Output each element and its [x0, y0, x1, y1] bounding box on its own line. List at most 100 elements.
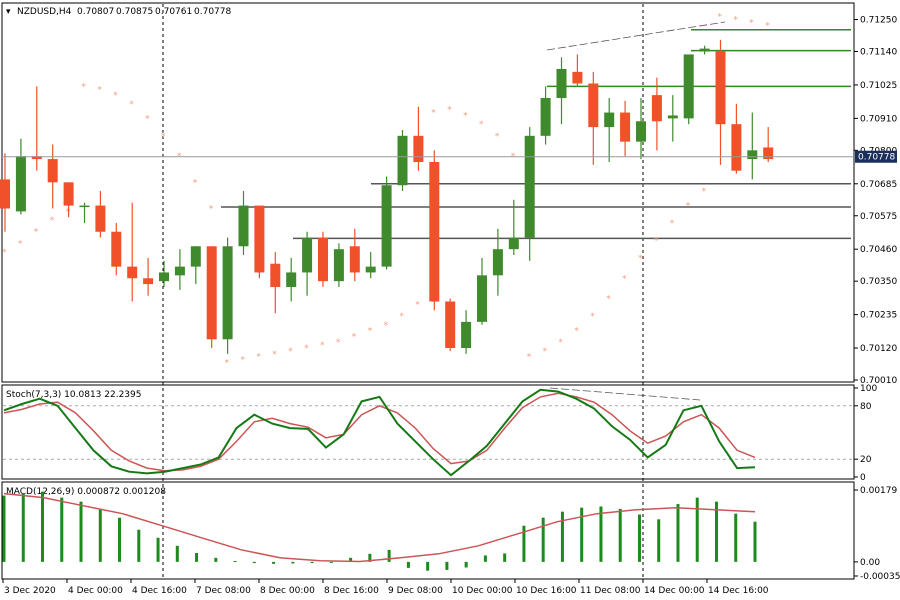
- macd-histogram-bar: [426, 561, 430, 571]
- sar-dot: *: [638, 254, 643, 264]
- stoch-trend-line[interactable]: [549, 387, 701, 401]
- candle-body: [254, 205, 265, 273]
- price-tick-label: 0.70460: [860, 245, 897, 255]
- sar-dot: *: [654, 236, 659, 246]
- candle-body: [302, 237, 313, 273]
- macd-histogram-bar: [445, 561, 449, 570]
- bull-candle: [461, 310, 472, 354]
- macd-axis: 0.00179 0.00 -0.000352: [854, 486, 900, 582]
- sar-dot: *: [272, 350, 277, 360]
- sar-dot: *: [256, 353, 261, 363]
- macd-histogram-bar: [214, 557, 218, 562]
- macd-histogram-bar: [329, 561, 333, 563]
- bull-candle: [302, 231, 313, 296]
- candle-body: [747, 150, 758, 160]
- candle-body: [349, 246, 360, 273]
- price-tick-label: 0.70235: [860, 311, 897, 321]
- horizontal-levels[interactable]: [221, 28, 851, 240]
- candle-body: [0, 179, 10, 209]
- bull-candle: [699, 45, 710, 55]
- symbol-timeframe: NZDUSD,H4: [17, 7, 72, 17]
- macd-histogram-bar: [175, 545, 179, 562]
- sar-dot: *: [145, 114, 150, 124]
- sar-dot: *: [352, 332, 357, 342]
- macd-tick-label: 0.00: [860, 558, 880, 568]
- ohlc-close: 0.70778: [194, 7, 231, 17]
- price-tick-label: 0.70910: [860, 114, 897, 124]
- sar-dot: *: [733, 16, 738, 26]
- candle-body: [715, 51, 726, 125]
- price-tick-label: 0.70350: [860, 277, 897, 287]
- stoch-tick-label: 100: [860, 384, 877, 394]
- bull-candle: [477, 257, 487, 325]
- sar-dot: *: [686, 202, 691, 212]
- macd-title: MACD(12,26,9) 0.000872 0.001208: [6, 487, 166, 497]
- bull-candle: [508, 199, 519, 255]
- macd-histogram-bar: [79, 501, 83, 562]
- bear-candle: [31, 86, 42, 171]
- macd-histogram-bar: [599, 506, 603, 562]
- macd-histogram-bar: [522, 525, 526, 562]
- macd-histogram-bar: [156, 537, 160, 562]
- bear-candle: [429, 150, 440, 311]
- bear-candle: [47, 144, 58, 209]
- macd-histogram-bar: [560, 511, 564, 562]
- macd-histogram-bar: [734, 513, 738, 562]
- time-tick-label: 11 Dec 08:00: [580, 586, 641, 596]
- bull-candle: [174, 249, 185, 290]
- candle-body: [95, 205, 106, 232]
- current-price-box: [855, 150, 897, 163]
- price-tick-label: 0.71250: [860, 16, 897, 26]
- macd-panel-frame: [1, 481, 855, 580]
- price-tick-label: 0.71140: [860, 48, 897, 58]
- macd-histogram-bar: [195, 553, 199, 562]
- price-tick-label: 0.70010: [860, 376, 897, 386]
- price-panel-title: ▾ NZDUSD,H4 0.70807 0.70875 0.70761 0.70…: [6, 7, 231, 17]
- macd-histogram-bar: [2, 495, 6, 562]
- bear-candle: [270, 252, 281, 314]
- stochastic-lines: [3, 388, 853, 477]
- macd-histogram-bar: [637, 514, 641, 562]
- bull-candle: [540, 86, 551, 145]
- bull-candle: [747, 112, 758, 180]
- sar-dot: *: [209, 204, 214, 214]
- macd-signal-line: [3, 492, 756, 563]
- sar-dot: *: [702, 187, 707, 197]
- price-tick-label: 0.70575: [860, 212, 897, 222]
- time-tick-label: 10 Dec 00:00: [452, 586, 513, 596]
- sar-dot: *: [718, 13, 723, 23]
- bull-candle: [159, 260, 169, 287]
- macd-histogram-bar: [695, 497, 699, 562]
- bear-candle: [95, 191, 106, 238]
- candle-body: [127, 266, 138, 279]
- macd-histogram-bar: [291, 561, 295, 564]
- bear-candle: [143, 257, 154, 296]
- time-tick-label: 3 Dec 2020: [4, 586, 56, 596]
- candle-body: [699, 48, 710, 52]
- candle-body: [636, 121, 646, 142]
- sar-dot: *: [463, 111, 468, 121]
- time-tick-label: 9 Dec 08:00: [388, 586, 443, 596]
- price-trend-line[interactable]: [546, 21, 726, 51]
- sar-dot: *: [384, 321, 389, 331]
- sar-dot: *: [97, 85, 102, 95]
- sar-dot: *: [670, 219, 675, 229]
- candle-body: [190, 246, 201, 267]
- price-panel-frame: [1, 2, 855, 383]
- bear-candle: [651, 77, 662, 151]
- stoch-tick-label: 0: [860, 473, 866, 483]
- bull-candle: [397, 130, 408, 192]
- candle-body: [556, 68, 567, 99]
- sar-dot: *: [590, 312, 595, 322]
- macd-histogram-bar: [98, 509, 102, 562]
- bear-candle: [0, 153, 10, 232]
- sar-dot: *: [495, 132, 500, 142]
- sar-dot: *: [336, 338, 341, 348]
- candle-body: [604, 112, 615, 128]
- bull-candle: [333, 243, 344, 287]
- trend-lines[interactable]: [546, 21, 726, 401]
- bull-candle: [492, 228, 503, 296]
- bear-candle: [763, 127, 774, 162]
- price-tick-label: 0.71025: [860, 81, 897, 91]
